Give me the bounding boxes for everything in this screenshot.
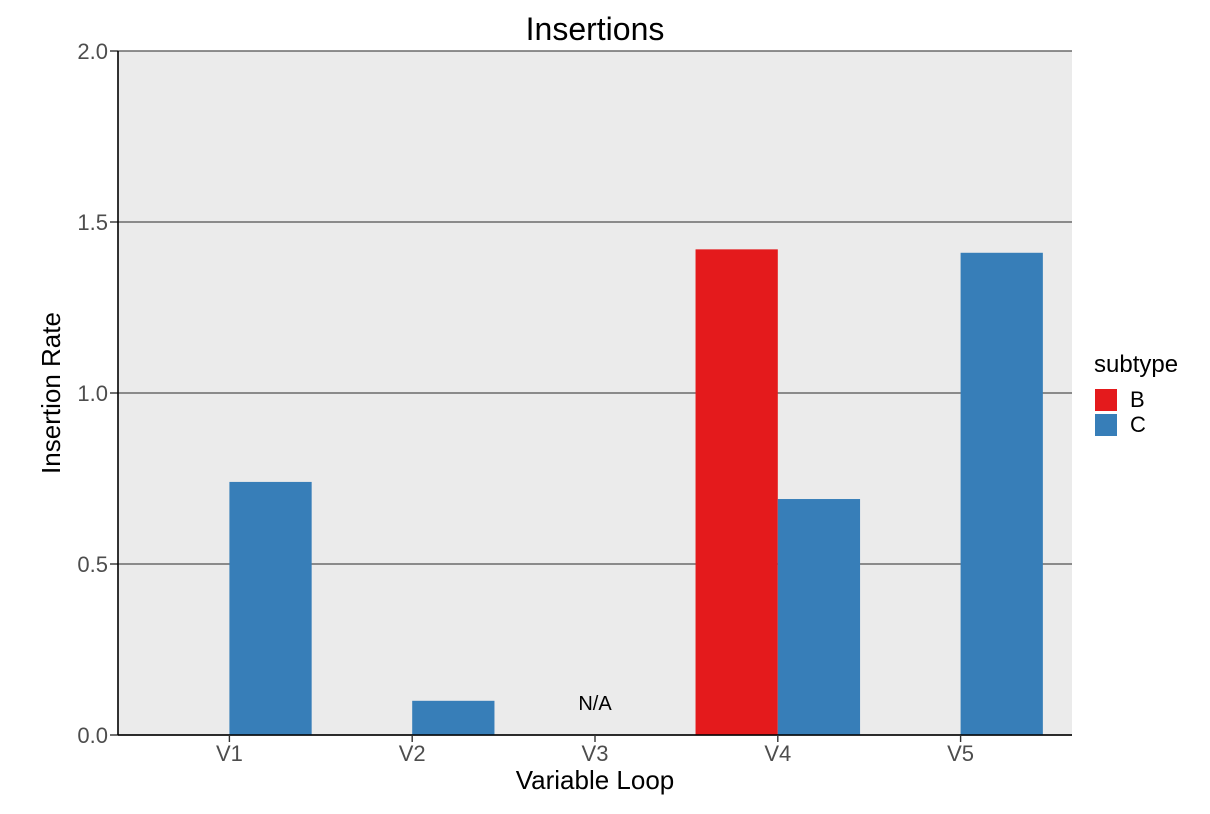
legend-label-B: B	[1130, 387, 1145, 412]
legend-title: subtype	[1094, 351, 1178, 378]
x-tick-label: V4	[764, 741, 791, 766]
y-tick-label: 1.5	[77, 210, 108, 235]
legend-key-C	[1095, 414, 1117, 436]
y-tick-label: 1.0	[77, 381, 108, 406]
x-axis-title: Variable Loop	[516, 765, 675, 795]
x-tick-label: V2	[399, 741, 426, 766]
bar-C-V2	[412, 700, 495, 735]
bar-B-V4	[695, 249, 778, 736]
y-tick-label: 2.0	[77, 39, 108, 64]
x-tick-label: V5	[947, 741, 974, 766]
y-ticks: 0.0 0.5 1.0 1.5 2.0	[77, 39, 108, 748]
bar-C-V5	[960, 252, 1043, 735]
x-tick-label: V1	[216, 741, 243, 766]
legend-label-C: C	[1130, 412, 1146, 437]
y-axis-title: Insertion Rate	[36, 312, 66, 474]
annotation-na: N/A	[578, 693, 612, 715]
bar-C-V4	[777, 499, 861, 735]
legend-key-B	[1095, 389, 1117, 411]
y-tick-label: 0.5	[77, 552, 108, 577]
legend: subtype BC	[1094, 351, 1178, 437]
bars	[229, 249, 1043, 736]
x-tick-label: V3	[582, 741, 609, 766]
bar-C-V1	[229, 481, 312, 735]
chart-title: Insertions	[526, 11, 665, 47]
annotations: N/A	[578, 693, 612, 715]
y-tick-label: 0.0	[77, 723, 108, 748]
x-ticks: V1 V2 V3 V4 V5	[216, 741, 974, 766]
axes	[110, 50, 1072, 742]
